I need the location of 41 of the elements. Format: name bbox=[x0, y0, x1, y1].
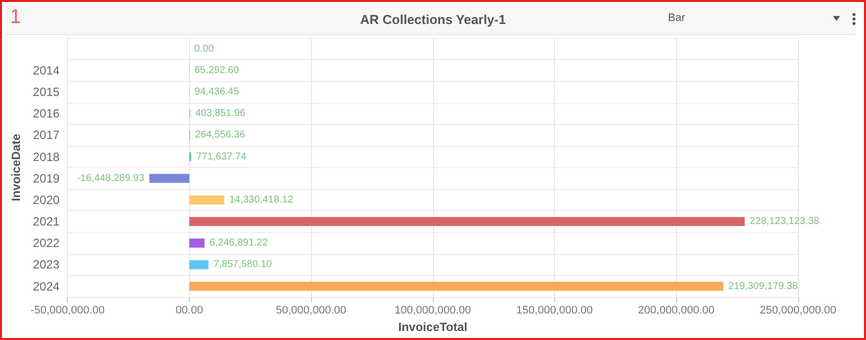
y-tick-label: 2019 bbox=[32, 171, 60, 186]
x-tick-label: -50,000,000.00 bbox=[30, 304, 105, 317]
bar bbox=[189, 260, 208, 270]
x-tick-label: 00.00 bbox=[176, 304, 204, 317]
y-axis-title: InvoiceDate bbox=[9, 134, 23, 202]
x-axis-title: InvoiceTotal bbox=[398, 320, 468, 334]
bar bbox=[189, 217, 745, 226]
data-label: 65,292.60 bbox=[194, 64, 240, 76]
bar bbox=[189, 195, 224, 204]
y-tick-label: 2016 bbox=[32, 106, 60, 121]
data-label: 228,123,123.38 bbox=[750, 216, 820, 228]
data-label: 7,857,580.10 bbox=[213, 259, 272, 270]
data-label: 0.00 bbox=[194, 43, 214, 54]
x-tick-label: 50,000,000.00 bbox=[276, 304, 346, 317]
bar bbox=[189, 238, 205, 248]
data-label: 14,330,418.12 bbox=[229, 194, 294, 206]
y-tick-label: 2022 bbox=[32, 236, 60, 250]
y-tick-label: 2015 bbox=[32, 84, 60, 99]
data-label: 403,851.96 bbox=[195, 108, 246, 120]
data-label: 6,246,891.22 bbox=[210, 238, 268, 249]
data-label: 219,309,179.38 bbox=[728, 280, 798, 292]
text: 1 bbox=[10, 6, 22, 29]
y-tick-label: 2018 bbox=[32, 150, 60, 164]
y-tick-label: 2023 bbox=[32, 258, 60, 272]
bar bbox=[149, 174, 190, 183]
data-label: -16,448,289.93 bbox=[77, 172, 145, 184]
y-tick-label: 2024 bbox=[32, 279, 60, 294]
text: Bar bbox=[668, 12, 686, 24]
y-tick-label: 2021 bbox=[32, 214, 60, 229]
x-tick-label: 100,000,000.00 bbox=[394, 304, 472, 317]
x-tick-label: 250,000,000.00 bbox=[760, 304, 836, 317]
data-label: 264,556.36 bbox=[194, 130, 246, 141]
y-tick-label: 2020 bbox=[32, 192, 60, 207]
y-tick-label: 2017 bbox=[32, 128, 60, 142]
y-tick-label: 2014 bbox=[32, 63, 60, 78]
data-label: 771,637.74 bbox=[196, 151, 247, 162]
x-tick-label: 200,000,000.00 bbox=[638, 304, 714, 317]
x-tick-label: 150,000,000.00 bbox=[516, 304, 593, 317]
data-label: 94,436.45 bbox=[194, 86, 240, 98]
bar bbox=[189, 282, 724, 291]
chart-title: AR Collections Yearly-1 bbox=[360, 12, 506, 27]
